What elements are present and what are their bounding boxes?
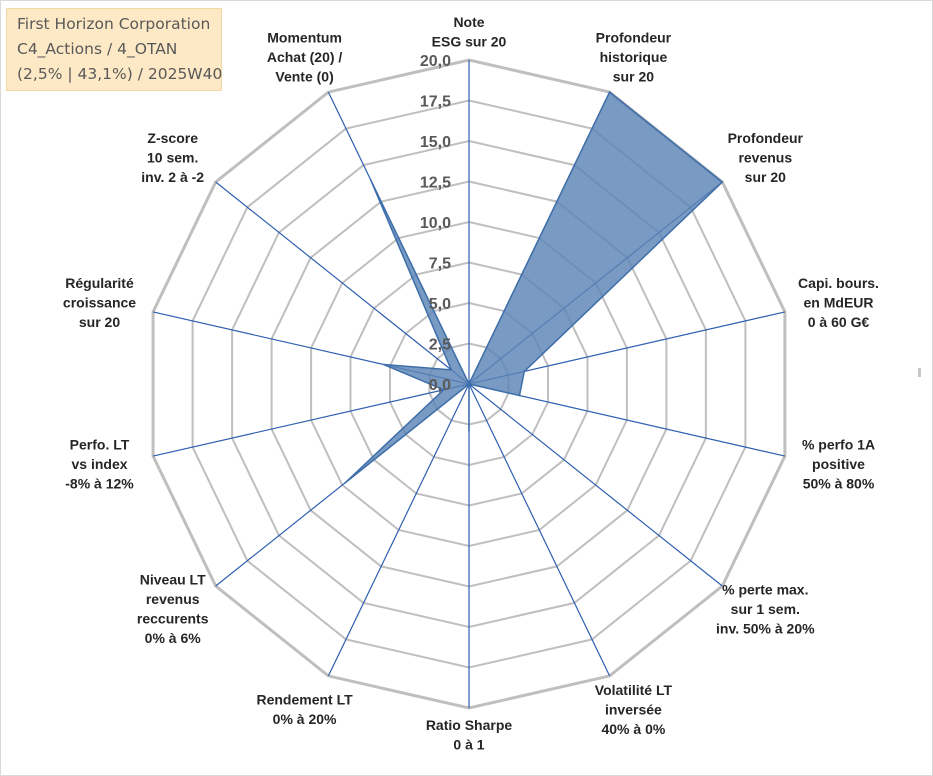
axis-label-line: Momentum — [267, 30, 342, 46]
tick-layer: 0,0 2,5 5,0 7,5 10,0 12,5 15,0 17,5 20,0 — [420, 53, 451, 394]
axis-label-line: Perfo. LT — [70, 436, 130, 452]
axis-label-line: revenus — [738, 150, 792, 166]
axis-label: Momentum Achat (20) / Vente (0) — [267, 30, 343, 85]
axis-label-line: sur 1 sem. — [731, 601, 800, 617]
axis-label-line: Ratio Sharpe — [426, 717, 513, 733]
data-point — [369, 178, 372, 181]
axis-label-line: inv. 50% à 20% — [716, 621, 815, 637]
axis-label-line: 0% à 20% — [273, 711, 337, 727]
axis-label-line: Vente (0) — [275, 69, 333, 85]
tick-label: 7,5 — [429, 256, 451, 273]
axis-label-line: Capi. bours. — [798, 275, 879, 291]
axis-label: Profondeur revenus sur 20 — [728, 130, 804, 185]
axis-spoke — [215, 181, 470, 385]
axis-label: Rendement LT 0% à 20% — [256, 692, 353, 728]
axis-spoke — [327, 383, 470, 677]
axis-label: Profondeur historique sur 20 — [596, 30, 672, 85]
axis-label: Ratio Sharpe 0 à 1 — [426, 717, 513, 753]
data-point — [442, 389, 445, 391]
data-point — [518, 394, 521, 397]
title-line-1: First Horizon Corporation — [17, 15, 211, 33]
axis-label-line: Note — [453, 14, 484, 30]
tick-label: 10,0 — [420, 215, 451, 232]
axis-label-line: inversée — [605, 701, 662, 717]
axis-label-line: sur 20 — [613, 69, 654, 85]
axis-label-line: Volatilité LT — [595, 682, 673, 698]
axis-label: Volatilité LT inversée 40% à 0% — [595, 682, 673, 737]
axis-label: Perfo. LT vs index -8% à 12% — [65, 436, 134, 491]
axis-label-line: 0 à 1 — [453, 737, 484, 753]
scrollbar-thumb[interactable] — [918, 368, 921, 377]
tick-label: 15,0 — [420, 134, 451, 151]
axis-label-line: croissance — [63, 295, 136, 311]
axis-label-line: historique — [600, 49, 668, 65]
tick-label: 12,5 — [420, 175, 451, 192]
area-layer — [344, 90, 724, 484]
label-layer: Note ESG sur 20 Profondeur historique sur 20… — [63, 14, 879, 753]
axis-label: Régularité croissance sur 20 — [63, 275, 136, 330]
axis-label-line: 10 sem. — [147, 150, 198, 166]
data-point — [450, 369, 453, 371]
axis-spoke — [468, 383, 723, 587]
data-point — [608, 91, 611, 93]
data-point — [468, 383, 470, 385]
axis-label-line: inv. 2 à -2 — [141, 169, 204, 185]
tick-label: 0,0 — [429, 377, 451, 394]
axis-label: Z-score 10 sem. inv. 2 à -2 — [141, 130, 204, 185]
title-line-2: C4_Actions / 4_OTAN — [17, 40, 178, 58]
axis-label-line: 50% à 80% — [803, 475, 875, 491]
axis-label-line: -8% à 12% — [65, 475, 134, 491]
axis-label-line: en MdEUR — [804, 295, 874, 311]
axis-label-line: 40% à 0% — [601, 721, 665, 737]
axis-label-line: % perfo 1A — [802, 436, 875, 452]
axis-label-line: reccurents — [137, 611, 209, 627]
data-point — [721, 181, 724, 183]
axis-label-line: positive — [812, 456, 865, 472]
axis-label-line: Régularité — [65, 275, 134, 291]
tick-label: 17,5 — [420, 94, 451, 111]
axis-label-line: Rendement LT — [256, 692, 353, 708]
axis-label: Niveau LT revenus reccurents 0% à 6% — [137, 572, 209, 647]
axis-label-line: sur 20 — [745, 169, 786, 185]
tick-label: 5,0 — [429, 296, 451, 313]
axis-label: % perte max. sur 1 sem. inv. 50% à 20% — [716, 582, 815, 637]
axis-label-line: 0% à 6% — [145, 630, 202, 646]
chart-title-box: First Horizon Corporation C4_Actions / 4… — [6, 8, 222, 91]
axis-label-line: Achat (20) / — [267, 49, 343, 65]
axis-label-line: vs index — [71, 456, 127, 472]
data-point — [382, 363, 385, 366]
axis-label-line: ESG sur 20 — [432, 34, 507, 50]
data-point — [344, 482, 346, 484]
axis-label-line: Profondeur — [596, 30, 672, 46]
axis-spoke — [468, 383, 611, 677]
tick-label: 2,5 — [429, 337, 451, 354]
axis-label: Note ESG sur 20 — [432, 14, 507, 50]
axis-label: Capi. bours. en MdEUR 0 à 60 G€ — [798, 275, 879, 330]
axis-label: % perfo 1A positive 50% à 80% — [802, 436, 875, 491]
axis-spoke — [468, 383, 786, 457]
data-point — [523, 370, 526, 373]
axis-label-line: Z-score — [147, 130, 198, 146]
axis-label-line: % perte max. — [722, 582, 808, 598]
tick-label: 20,0 — [420, 53, 451, 70]
axis-label-line: sur 20 — [79, 314, 120, 330]
series-area — [344, 90, 724, 484]
axis-label-line: Niveau LT — [140, 572, 206, 588]
axis-label-line: revenus — [146, 591, 200, 607]
axis-spoke — [152, 383, 470, 457]
title-line-3: (2,5% | 43,1%) / 2025W40 — [17, 65, 223, 83]
axis-label-line: 0 à 60 G€ — [808, 314, 870, 330]
data-point — [468, 430, 470, 432]
axis-label-line: Profondeur — [728, 130, 804, 146]
